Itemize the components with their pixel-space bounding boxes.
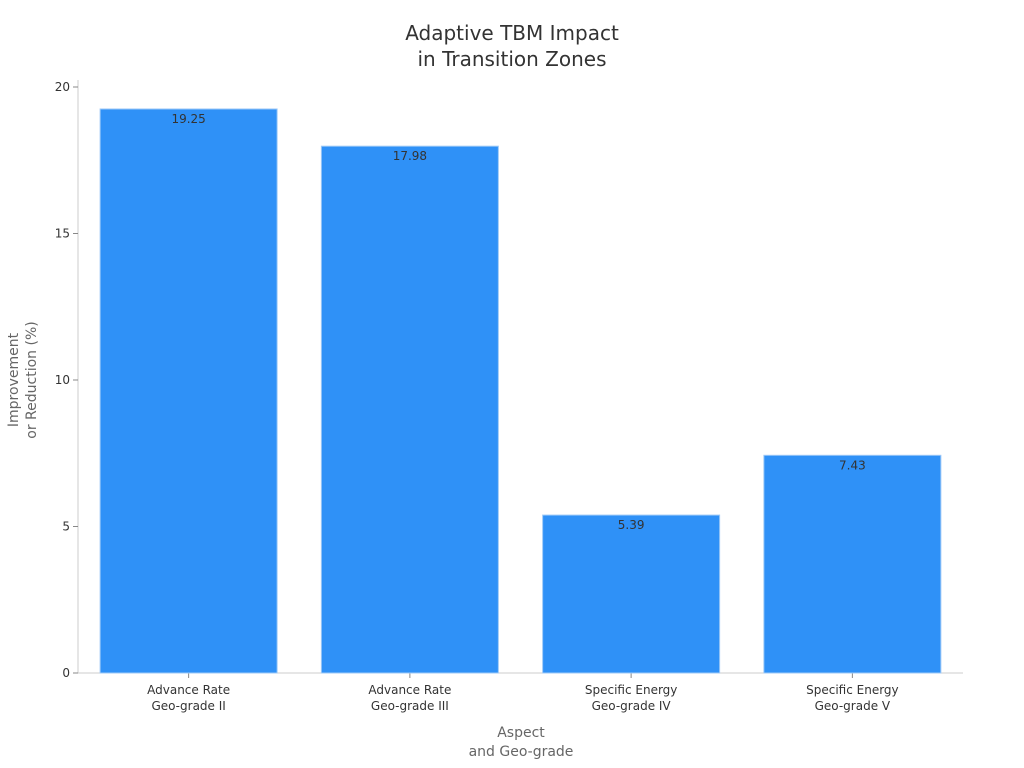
x-tick-label: Geo-grade V (815, 699, 891, 713)
bar (320, 145, 499, 674)
y-tick-label: 5 (62, 520, 70, 534)
x-axis-label-line: Aspect (497, 725, 545, 741)
bar (542, 514, 721, 674)
x-tick-label: Advance Rate (147, 683, 230, 697)
x-tick-label: Specific Energy (585, 683, 678, 697)
chart-title-line: Adaptive TBM Impact (405, 21, 619, 45)
x-axis-label-line: and Geo-grade (469, 744, 574, 760)
y-tick-label: 0 (62, 666, 70, 680)
x-tick-label: Geo-grade IV (592, 699, 672, 713)
x-tick-label: Specific Energy (806, 683, 899, 697)
data-labels: 19.25 17.98 5.39 7.43 (171, 112, 865, 532)
y-axis: 0 5 10 15 20 (55, 80, 79, 680)
y-axis-label: Improvement or Reduction (%) (6, 321, 40, 438)
y-axis-label-line: or Reduction (%) (24, 321, 40, 438)
bar (99, 108, 278, 674)
x-tick-label: Geo-grade III (371, 699, 449, 713)
y-tick-label: 10 (55, 373, 70, 387)
chart-title-line: in Transition Zones (417, 47, 606, 71)
data-label: 19.25 (171, 112, 205, 126)
data-label: 7.43 (839, 458, 866, 472)
y-tick-label: 15 (55, 227, 70, 241)
x-axis: Advance Rate Geo-grade II Advance Rate Geo-… (78, 672, 963, 713)
data-label: 17.98 (393, 149, 427, 163)
x-tick-label: Advance Rate (368, 683, 451, 697)
data-label: 5.39 (618, 518, 645, 532)
y-tick-label: 20 (55, 80, 70, 94)
bar (763, 454, 942, 674)
x-tick-label: Geo-grade II (151, 699, 225, 713)
y-axis-label-line: Improvement (6, 332, 22, 427)
x-axis-label: Aspect and Geo-grade (469, 725, 574, 760)
bars (99, 108, 942, 674)
